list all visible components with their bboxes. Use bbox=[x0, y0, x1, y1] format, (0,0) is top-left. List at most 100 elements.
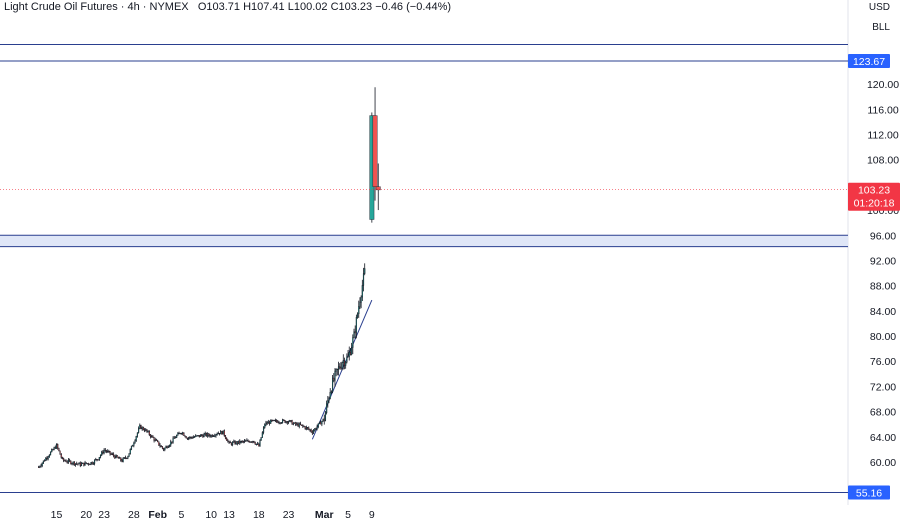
candle-body bbox=[312, 430, 315, 434]
candle-body bbox=[359, 302, 361, 307]
candle-body bbox=[328, 398, 330, 401]
candle-body bbox=[221, 431, 223, 435]
candle-body bbox=[311, 431, 313, 434]
candle-body bbox=[92, 463, 94, 465]
candle-body bbox=[42, 460, 44, 464]
candle-body bbox=[149, 434, 152, 438]
candle-body bbox=[95, 458, 97, 461]
y-tick-label: 116.00 bbox=[867, 104, 898, 116]
candle-body bbox=[305, 427, 307, 429]
y-tick-label: 60.00 bbox=[870, 457, 896, 469]
candle-body bbox=[110, 453, 112, 455]
currency-label[interactable]: USD bbox=[868, 2, 890, 13]
candle-body bbox=[309, 429, 311, 431]
candle-body bbox=[362, 273, 365, 286]
candle-body bbox=[342, 360, 344, 364]
candle-body bbox=[138, 428, 140, 433]
candle-body bbox=[335, 368, 337, 372]
candle-body bbox=[289, 420, 291, 422]
candle-body bbox=[89, 463, 91, 466]
x-tick-label: 5 bbox=[345, 509, 351, 521]
candle-body bbox=[109, 450, 111, 454]
candle-body bbox=[295, 422, 297, 425]
candle-body bbox=[66, 461, 68, 463]
candle-body bbox=[45, 457, 47, 461]
candle-body bbox=[324, 412, 327, 422]
candle-body bbox=[58, 447, 60, 452]
candle-body bbox=[278, 422, 280, 424]
candle-body bbox=[40, 465, 42, 467]
legend-high: H107.41 bbox=[243, 1, 285, 13]
candle-body bbox=[316, 426, 318, 430]
candle-body bbox=[345, 361, 347, 366]
candle-body bbox=[139, 424, 141, 429]
candle-body bbox=[355, 317, 357, 334]
candle-body bbox=[204, 433, 206, 435]
y-tick-label: 112.00 bbox=[867, 129, 898, 141]
candle-body bbox=[83, 462, 85, 466]
candle-body bbox=[266, 422, 268, 424]
candle-body bbox=[59, 450, 61, 455]
candle-body bbox=[307, 427, 309, 429]
current-price-badge bbox=[848, 182, 900, 211]
candle-body bbox=[57, 444, 59, 449]
candle-body bbox=[185, 436, 187, 439]
candle-body bbox=[293, 422, 296, 424]
candle-body bbox=[211, 434, 213, 437]
candle-body bbox=[70, 460, 72, 464]
candle-body bbox=[63, 458, 65, 461]
candle-body bbox=[348, 351, 350, 357]
candle-body bbox=[98, 457, 100, 460]
y-tick-label: 92.00 bbox=[870, 255, 896, 267]
x-tick-label: 18 bbox=[253, 509, 265, 521]
candle-body bbox=[208, 433, 210, 436]
candle-body bbox=[361, 285, 363, 298]
candle-body bbox=[153, 437, 155, 441]
candle-body bbox=[331, 377, 334, 392]
candle-body bbox=[141, 427, 143, 430]
x-tick-label: 10 bbox=[205, 509, 217, 521]
candle-body bbox=[276, 420, 278, 422]
candle-body bbox=[251, 441, 253, 443]
candle-body bbox=[274, 420, 277, 422]
unit-label[interactable]: BLL bbox=[872, 22, 890, 33]
candle-body bbox=[222, 430, 224, 435]
candle-body bbox=[46, 457, 48, 460]
candle-body bbox=[65, 460, 67, 463]
candle-body bbox=[151, 435, 153, 438]
candle-body bbox=[74, 463, 77, 465]
candle-body bbox=[53, 447, 55, 450]
candle-body bbox=[116, 455, 118, 458]
candle-body bbox=[196, 435, 198, 437]
candle-body bbox=[245, 440, 247, 442]
y-tick-label: 80.00 bbox=[870, 331, 896, 343]
candle-body bbox=[147, 431, 149, 433]
candle-body bbox=[167, 446, 169, 448]
candle-body bbox=[161, 446, 163, 449]
candle-body bbox=[247, 440, 249, 442]
candle-body bbox=[174, 437, 177, 439]
candle-body bbox=[248, 441, 250, 443]
candle-body bbox=[182, 432, 184, 434]
x-tick-label: 15 bbox=[51, 509, 63, 521]
candle-body bbox=[128, 453, 130, 457]
candle-body bbox=[360, 296, 362, 303]
candle-body bbox=[265, 422, 267, 425]
candle-body bbox=[286, 421, 288, 423]
candle-body bbox=[71, 463, 73, 465]
candle-body bbox=[184, 435, 186, 437]
candle-body bbox=[105, 450, 108, 452]
candle-body bbox=[253, 440, 255, 444]
y-tick-label: 68.00 bbox=[870, 407, 896, 419]
candle-body bbox=[339, 366, 341, 369]
candle-body bbox=[85, 462, 87, 464]
candle-body bbox=[39, 466, 41, 468]
candle-body bbox=[268, 421, 271, 424]
candle-body bbox=[372, 115, 378, 187]
candle-body bbox=[88, 463, 90, 465]
candle-body bbox=[352, 337, 354, 348]
level-badge bbox=[848, 485, 890, 500]
candle-body bbox=[77, 463, 79, 465]
candle-body bbox=[180, 433, 183, 435]
